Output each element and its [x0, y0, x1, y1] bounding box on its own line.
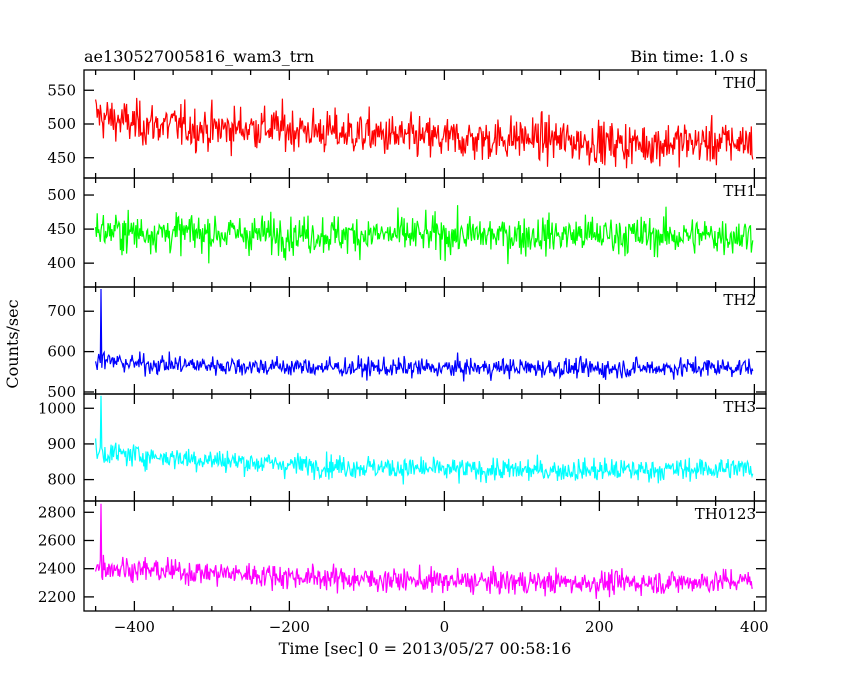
y-tick-label: 2200	[38, 588, 76, 606]
x-tick-label: −400	[114, 618, 155, 636]
series-line-th3	[95, 395, 754, 485]
chart-title: ae130527005816_wam3_trn	[84, 47, 314, 66]
y-tick-label: 550	[47, 81, 76, 99]
y-tick-label: 800	[47, 471, 76, 489]
y-tick-label: 500	[47, 115, 76, 133]
panel-th2: 500 600 700 TH2	[47, 286, 767, 401]
y-tick-label: 500	[47, 186, 76, 204]
y-tick-label: 450	[47, 220, 76, 238]
y-tick-label: 600	[47, 343, 76, 361]
panel-th0: 450 500 550 TH0	[47, 69, 767, 179]
panel-th1: 400 450 500 TH1	[47, 177, 767, 288]
y-axis-label: Counts/sec	[3, 299, 22, 388]
panel-frame	[83, 500, 767, 612]
series-line-th0	[95, 97, 754, 169]
y-tick-label: 900	[47, 435, 76, 453]
series-line-th1	[95, 205, 754, 265]
panels: 450 500 550 TH0 400 450 500 TH1 500 600 700 TH2 800 9…	[38, 69, 769, 636]
y-tick-label: 2400	[38, 560, 76, 578]
y-tick-label: 2800	[38, 503, 76, 521]
series-line-th2	[95, 288, 754, 382]
panel-frame	[83, 393, 767, 502]
x-tick-label: 0	[440, 618, 450, 636]
bin-time-label: Bin time: 1.0 s	[630, 47, 748, 66]
panel-frame	[83, 286, 767, 395]
y-tick-label: 400	[47, 254, 76, 272]
series-line-th0123	[95, 503, 754, 599]
x-tick-label: −200	[269, 618, 310, 636]
y-tick-label: 700	[47, 302, 76, 320]
panel-label-th3: TH3	[723, 398, 756, 416]
y-tick-label: 450	[47, 149, 76, 167]
panel-frame	[83, 69, 767, 179]
y-tick-label: 1000	[38, 399, 76, 417]
panel-label-th2: TH2	[723, 291, 756, 309]
y-tick-label: 500	[47, 383, 76, 401]
panel-label-th1: TH1	[723, 182, 756, 200]
x-axis-label: Time [sec] 0 = 2013/05/27 00:58:16	[279, 639, 572, 658]
panel-th3: 800 900 1000 TH3	[38, 393, 767, 502]
panel-label-th0: TH0	[723, 74, 756, 92]
panel-label-th0123: TH0123	[695, 505, 756, 523]
x-tick-label: 200	[585, 618, 614, 636]
x-tick-label: 400	[740, 618, 769, 636]
y-tick-label: 2600	[38, 531, 76, 549]
panel-th0123: 2200 2400 2600 2800 TH0123	[38, 500, 767, 612]
